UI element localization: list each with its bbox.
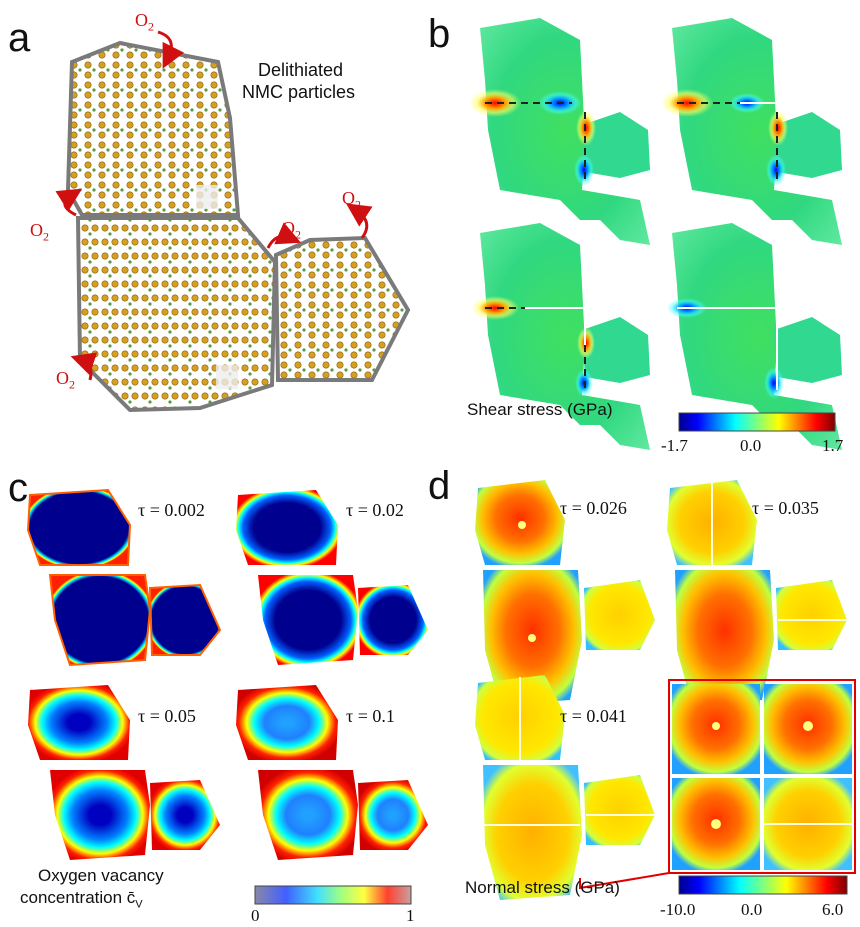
shear-map-4 [667,223,842,450]
vacancy-map-4 [236,685,428,860]
vacancy-colorbar-title-line2: concentration c̄V [20,888,143,911]
panel-label-c: c [8,466,28,510]
panel-b-maps [469,18,842,450]
vacancy-time-2: τ = 0.02 [346,500,404,520]
normal-tick-mid: 0.0 [741,900,763,919]
vacancy-map-2 [236,490,428,665]
panel-a-title-line2: NMC particles [242,82,356,102]
vacancy-colorbar-title-line1: Oxygen vacancy [38,866,164,885]
normal-map-3 [475,675,655,900]
vacancy-tick-min: 0 [251,906,260,925]
normal-time-1: τ = 0.026 [560,498,627,518]
inset-maps [672,684,852,870]
vacancy-tick-max: 1 [406,906,415,925]
shear-colorbar-title: Shear stress (GPa) [467,400,613,419]
shear-map-3 [471,223,650,450]
shear-tick-max: 1.7 [822,436,844,455]
vacancy-map-3 [28,685,220,860]
panel-a-title-line1: Delithiated [258,60,344,80]
normal-tick-min: -10.0 [660,900,696,919]
o2-label-bottom: O2 [56,368,75,392]
panel-c-maps [26,488,428,905]
panel-label-d: d [428,464,451,508]
normal-map-2 [667,480,847,705]
particle-right [273,235,411,382]
panel-a-schematic [55,30,411,413]
shear-map-1 [469,18,650,245]
o2-label-top: O2 [135,10,154,34]
vacancy-time-3: τ = 0.05 [138,706,196,726]
particle-top [65,40,241,217]
normal-tick-max: 6.0 [822,900,844,919]
o2-label-left: O2 [30,220,49,244]
particle-bottom-left [75,216,278,413]
shear-map-2 [661,18,842,245]
vacancy-map-1 [26,488,222,667]
shear-tick-mid: 0.0 [740,436,762,455]
normal-time-2: τ = 0.035 [752,498,819,518]
vacancy-time-1: τ = 0.002 [138,500,205,520]
normal-time-3: τ = 0.041 [560,706,627,726]
o2-label-middle: O2 [282,218,301,242]
panel-d-maps [475,480,856,900]
normal-colorbar-title: Normal stress (GPa) [465,878,620,897]
panel-label-b: b [428,12,451,56]
panel-label-a: a [8,16,31,60]
o2-label-right: O2 [342,188,361,212]
normal-map-1 [475,480,655,705]
shear-tick-min: -1.7 [661,436,688,455]
vacancy-time-4: τ = 0.1 [346,706,395,726]
